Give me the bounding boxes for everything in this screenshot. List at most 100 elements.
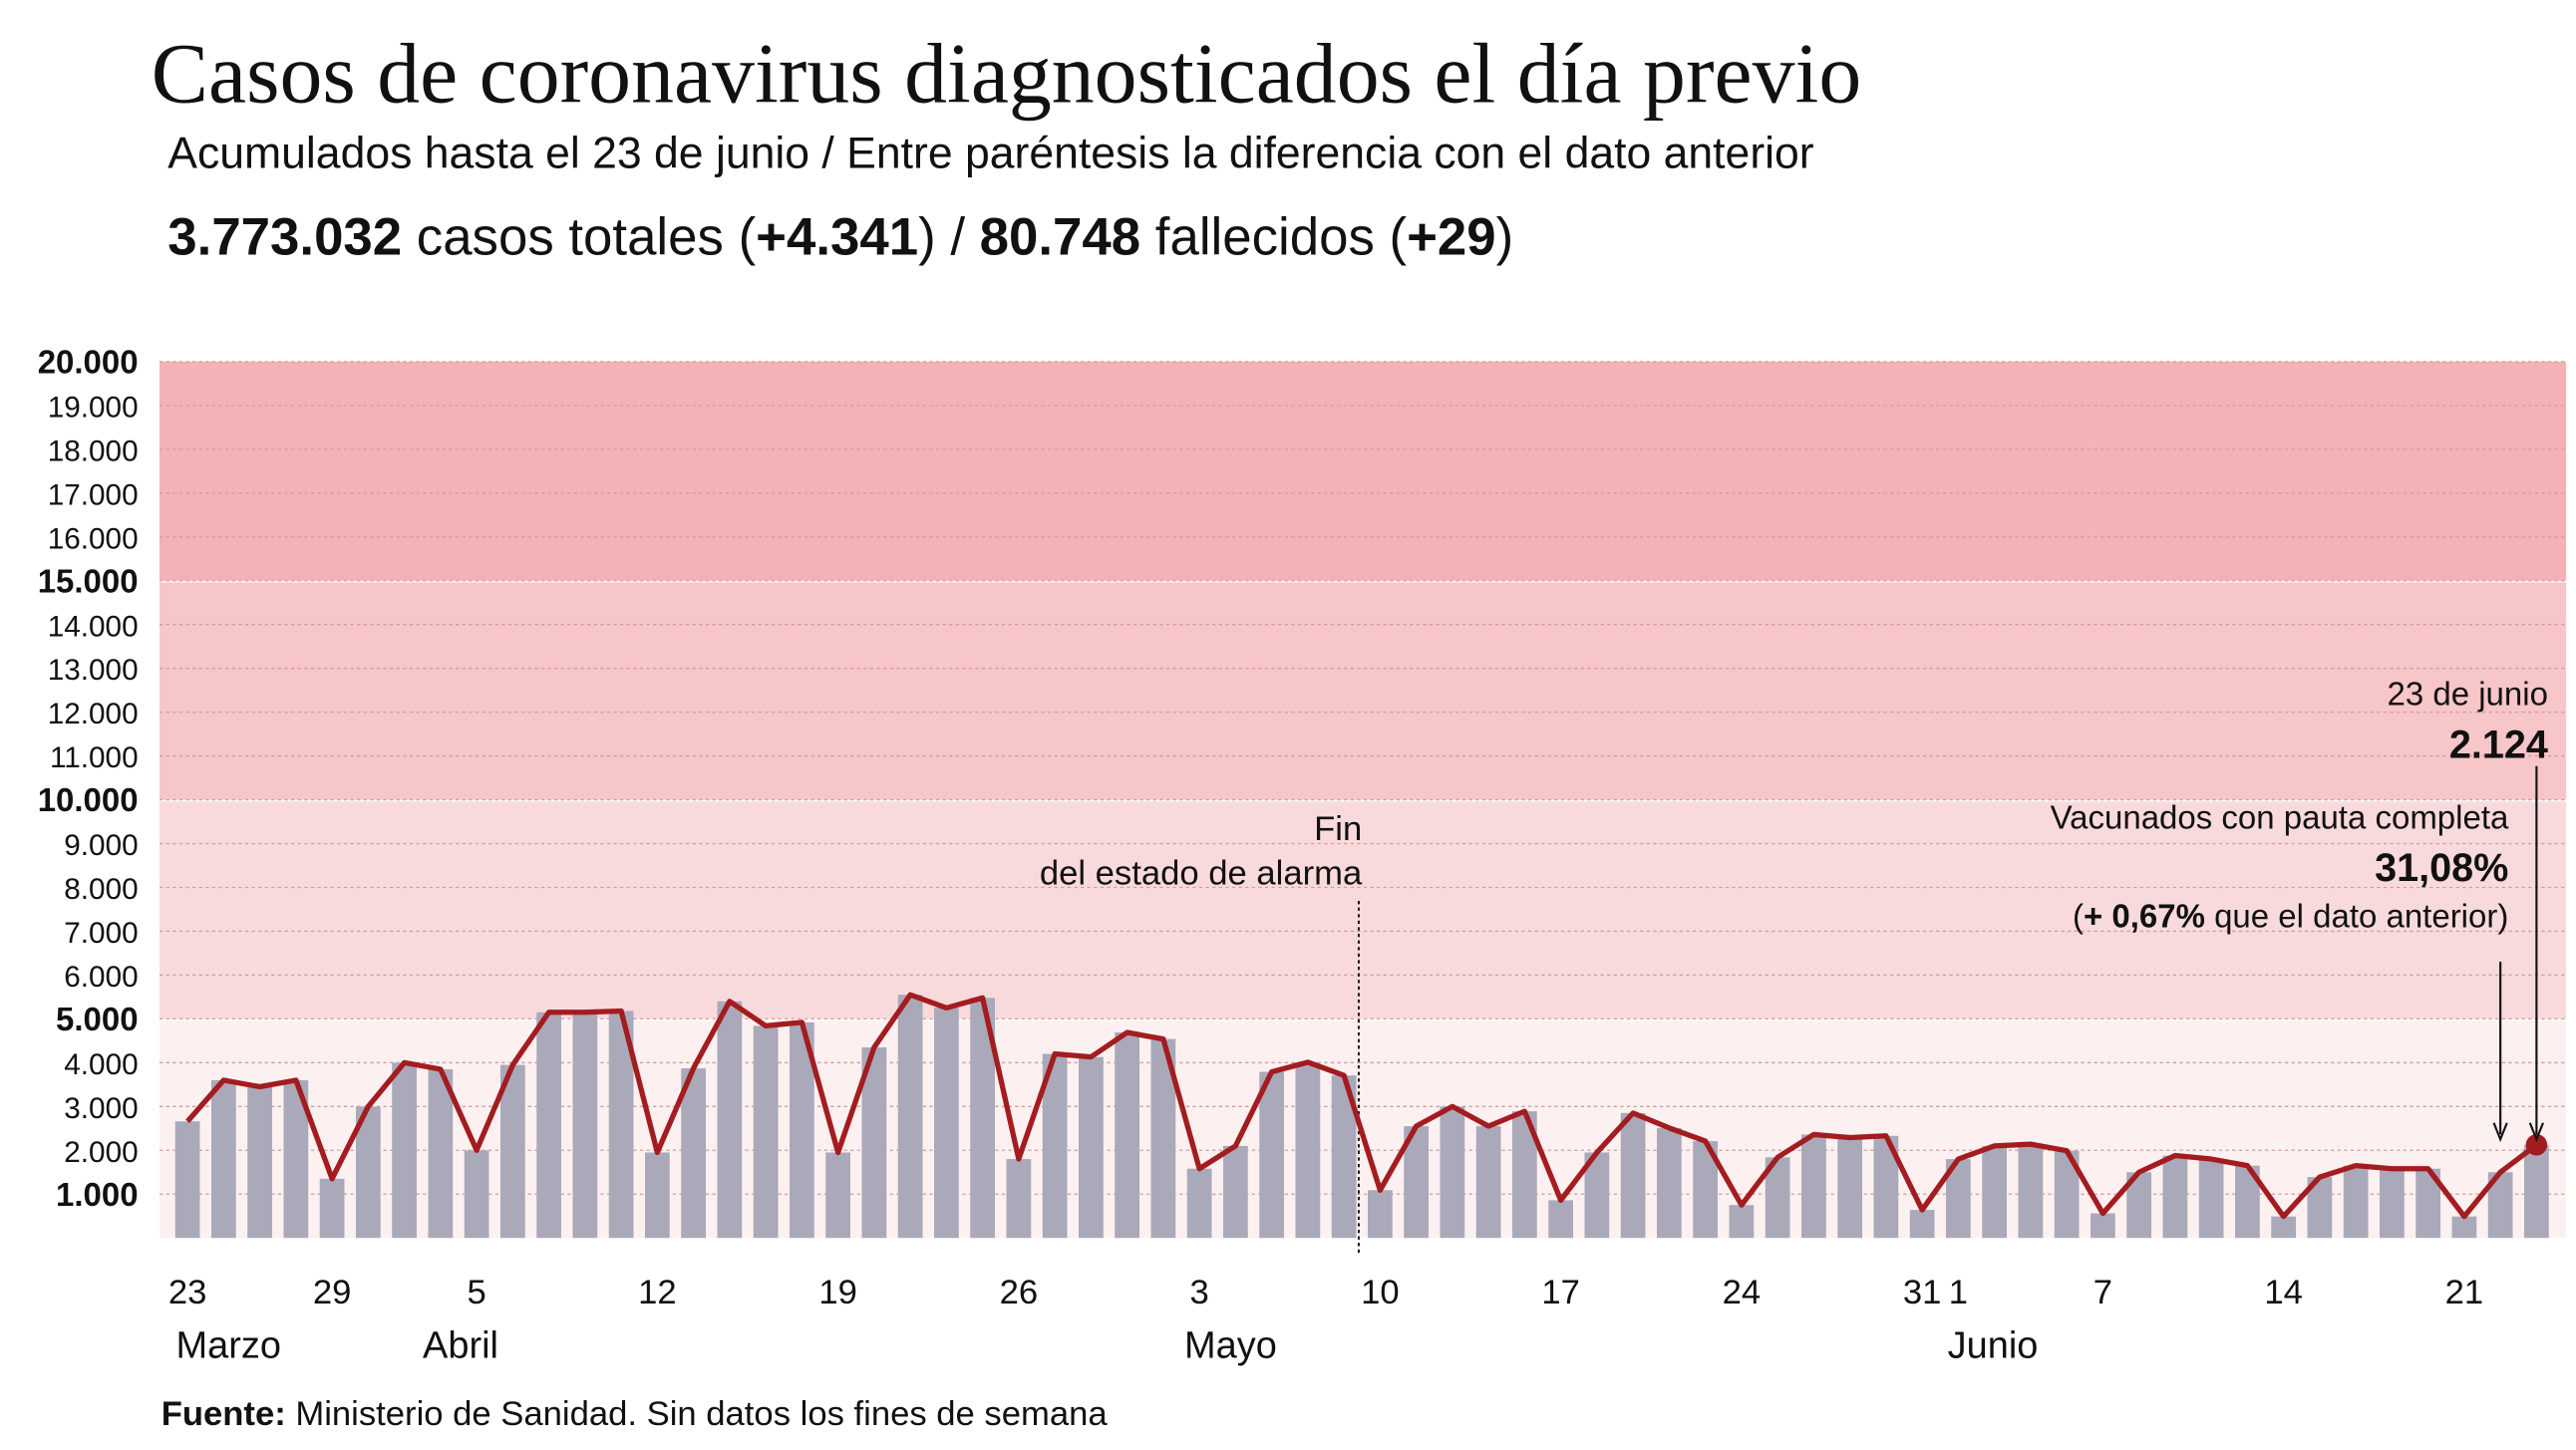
plot: 1.000 2.000 3.000 4.000 5.000 6.000 7.000 8.000… (38, 343, 2567, 1367)
y-tick-label: 4.000 (64, 1048, 138, 1081)
bar (897, 995, 923, 1239)
y-tick-label: 18.000 (48, 435, 139, 467)
bar (1223, 1145, 1248, 1239)
x-tick-label: 12 (638, 1274, 677, 1311)
annotation: Fin (1314, 810, 1362, 848)
bar (1801, 1134, 1826, 1239)
y-tick-label: 10.000 (38, 781, 139, 818)
bar (1548, 1200, 1574, 1239)
summary-part: ) (1496, 208, 1514, 267)
summary-part: casos totales ( (402, 208, 756, 267)
bar (933, 1008, 959, 1239)
x-tick-label: 29 (313, 1274, 352, 1311)
y-tick-label: 19.000 (48, 391, 139, 424)
band (160, 361, 2567, 581)
y-tick-label: 13.000 (48, 654, 139, 687)
x-tick-label: 14 (2264, 1274, 2303, 1311)
subtitle: Acumulados hasta el 23 de junio / Entre … (167, 129, 1814, 177)
y-tick-label: 12.000 (48, 698, 139, 730)
bar (1186, 1168, 1212, 1239)
bar (1837, 1137, 1863, 1239)
x-tick-label: 31 (1903, 1274, 1942, 1311)
y-tick-label: 16.000 (48, 522, 139, 555)
bar (428, 1068, 454, 1239)
x-tick-label: 10 (1361, 1274, 1400, 1311)
last-point (2525, 1134, 2548, 1156)
source-part: Fuente: (161, 1395, 286, 1433)
annotation: (+ 0,67% que el dato anterior) (2073, 897, 2508, 934)
y-tick-label: 9.000 (64, 829, 138, 862)
bar (2524, 1144, 2549, 1239)
bar (1657, 1127, 1682, 1239)
bar (2380, 1168, 2405, 1239)
bar (1259, 1071, 1285, 1239)
bar (247, 1086, 272, 1239)
annotation: 31,08% (2375, 846, 2508, 890)
bar (1368, 1190, 1393, 1239)
bar (2343, 1165, 2369, 1239)
bar (1475, 1126, 1501, 1239)
chart-title: Casos de coronavirus diagnosticados el d… (152, 26, 1861, 121)
y-tick-label: 11.000 (50, 741, 139, 774)
bar (2198, 1159, 2224, 1239)
band (160, 580, 2567, 800)
bar (644, 1152, 670, 1239)
annotation-part: ( (2073, 897, 2084, 934)
month-label: Mayo (1184, 1325, 1277, 1367)
bar (1078, 1056, 1104, 1239)
bar (681, 1068, 706, 1239)
x-tick-label: 1 (1949, 1274, 1968, 1311)
annotation: Vacunados con pauta completa (2051, 798, 2509, 835)
bar (2451, 1216, 2477, 1239)
value-label: 2.124 (2449, 723, 2548, 766)
annotation-part: + 0,67% (2084, 897, 2205, 934)
annotation: del estado de alarma (1040, 855, 1363, 893)
y-tick-label: 2.000 (64, 1136, 138, 1169)
arrowhead (2528, 1122, 2544, 1143)
y-tick-label: 5.000 (56, 1001, 139, 1037)
x-tick-label: 23 (168, 1274, 207, 1311)
bar (2271, 1216, 2297, 1239)
summary: 3.773.032 casos totales (+4.341) / 80.74… (167, 208, 1513, 267)
bar (499, 1064, 525, 1239)
bar (1006, 1159, 1032, 1239)
bar (1295, 1061, 1321, 1239)
bar (319, 1178, 345, 1239)
bar (825, 1152, 850, 1239)
y-tick-label: 20.000 (38, 343, 139, 380)
x-tick-label: 26 (1000, 1274, 1039, 1311)
annotation-part: que el dato anterior) (2205, 897, 2508, 934)
month-label: Abril (423, 1325, 498, 1367)
y-tick-label: 17.000 (48, 478, 139, 511)
x-tick-label: 5 (467, 1274, 485, 1311)
y-tick-label: 3.000 (64, 1092, 138, 1125)
y-tick-label: 1.000 (56, 1176, 139, 1213)
month-label: Marzo (176, 1325, 281, 1367)
bar (717, 1001, 743, 1239)
bar (1982, 1145, 2008, 1239)
x-tick-label: 3 (1189, 1274, 1208, 1311)
arrowhead (2492, 1122, 2508, 1143)
source: Fuente: Ministerio de Sanidad. Sin datos… (161, 1395, 1109, 1433)
summary-part: ) / (918, 208, 980, 267)
bar (753, 1025, 779, 1239)
summary-part: 80.748 (980, 208, 1140, 267)
bar (572, 1012, 598, 1239)
bar (536, 1012, 561, 1239)
band (160, 799, 2567, 1019)
x-tick-label: 21 (2445, 1274, 2484, 1311)
y-tick-label: 15.000 (38, 562, 139, 599)
bar (210, 1079, 236, 1239)
bar (1440, 1106, 1465, 1239)
month-label: Junio (1948, 1325, 2039, 1367)
bar (174, 1121, 200, 1239)
bar (2162, 1155, 2188, 1239)
bar (1729, 1205, 1755, 1239)
bar (2018, 1144, 2044, 1239)
summary-part: 3.773.032 (167, 208, 402, 267)
x-tick-label: 7 (2093, 1274, 2112, 1311)
bar (2091, 1213, 2115, 1239)
summary-part: +4.341 (756, 208, 918, 267)
x-tick-label: 24 (1723, 1274, 1762, 1311)
